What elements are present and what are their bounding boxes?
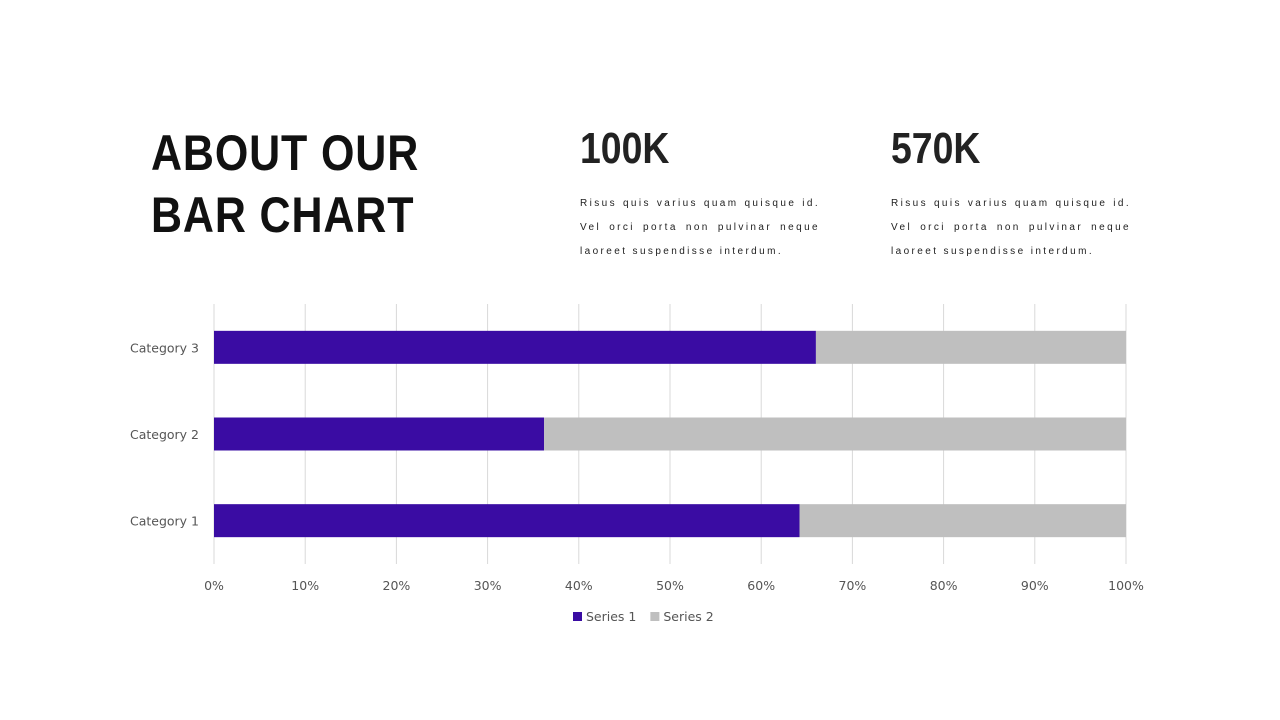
x-tick-label: 80%	[930, 578, 958, 593]
bar-series-2	[544, 417, 1126, 451]
x-tick-label: 70%	[839, 578, 867, 593]
title-line-1: ABOUT OUR	[151, 125, 420, 181]
legend-label: Series 1	[586, 609, 636, 624]
x-tick-label: 60%	[747, 578, 775, 593]
title-line-2: BAR CHART	[151, 187, 415, 243]
x-tick-label: 10%	[291, 578, 319, 593]
x-tick-label: 0%	[204, 578, 224, 593]
stat-value: 570K	[891, 124, 981, 173]
stat-value: 100K	[580, 124, 670, 173]
stat-description: Risus quis varius quam quisque id. Vel o…	[580, 198, 820, 257]
slide-title: ABOUT OUR BAR CHART	[151, 122, 419, 246]
bar-series-2	[799, 504, 1126, 538]
x-tick-label: 50%	[656, 578, 684, 593]
x-tick-label: 20%	[383, 578, 411, 593]
bar-series-1	[214, 417, 545, 451]
y-tick-label: Category 2	[130, 427, 199, 442]
legend-swatch	[650, 612, 660, 621]
legend-label: Series 2	[663, 609, 713, 624]
bar-series-1	[214, 330, 816, 364]
y-tick-label: Category 3	[130, 340, 199, 355]
x-tick-label: 40%	[565, 578, 593, 593]
stat-block-2: 570K Risus quis varius quam quisque id. …	[891, 124, 1141, 264]
x-tick-label: 100%	[1108, 578, 1144, 593]
stat-block-1: 100K Risus quis varius quam quisque id. …	[580, 124, 830, 264]
x-tick-label: 90%	[1021, 578, 1049, 593]
x-tick-label: 30%	[474, 578, 502, 593]
bar-series-2	[815, 330, 1126, 364]
y-tick-label: Category 1	[130, 514, 199, 529]
bar-series-1	[214, 504, 800, 538]
stat-description: Risus quis varius quam quisque id. Vel o…	[891, 198, 1131, 257]
legend-swatch	[573, 612, 582, 621]
